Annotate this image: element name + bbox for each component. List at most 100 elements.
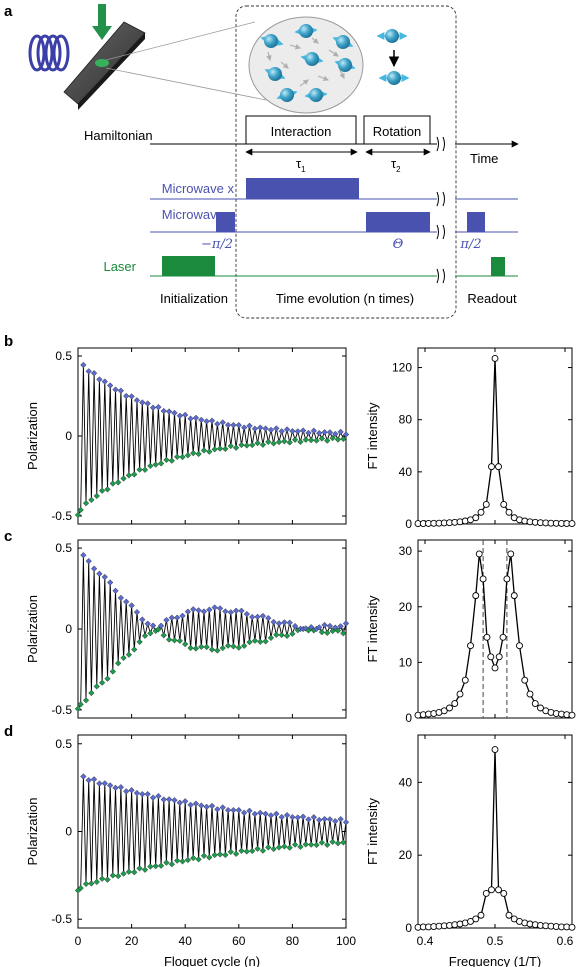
data-point <box>144 791 151 798</box>
data-point <box>310 814 317 821</box>
data-point <box>233 850 240 857</box>
x-axis-label: Frequency (1/T) <box>449 954 541 967</box>
ft-line <box>417 358 573 525</box>
data-point <box>329 838 336 845</box>
data-point <box>149 622 157 629</box>
data-point <box>144 620 151 627</box>
data-point <box>568 923 576 931</box>
data-point <box>246 422 253 429</box>
data-point <box>278 631 285 639</box>
data-point <box>96 570 103 577</box>
data-point <box>157 622 165 629</box>
data-point <box>99 679 106 686</box>
data-point <box>334 627 342 634</box>
data-point <box>203 643 210 651</box>
data-point <box>233 607 240 614</box>
zoom-line-bottom <box>105 67 267 101</box>
data-point <box>107 382 114 389</box>
data-point <box>267 634 275 641</box>
x-tick-label: 60 <box>232 934 246 948</box>
data-point <box>96 376 103 383</box>
data-point <box>251 810 258 818</box>
data-point <box>136 466 143 473</box>
data-point <box>80 361 87 369</box>
data-point <box>131 646 138 653</box>
data-point <box>475 550 483 558</box>
data-point <box>281 619 288 626</box>
data-point <box>214 806 221 813</box>
chart-d-polarization: 0.50-0.50 20 40 60 80 100PolarizationFloquet … <box>25 734 356 967</box>
data-point <box>90 776 98 783</box>
data-point <box>500 500 508 508</box>
ft-line <box>417 749 573 928</box>
data-point <box>491 354 499 362</box>
y-tick-label: -0.5 <box>51 509 72 523</box>
data-point <box>125 651 133 658</box>
data-point <box>131 869 138 876</box>
data-point <box>305 816 312 823</box>
data-point <box>176 412 183 419</box>
data-point <box>227 848 234 855</box>
data-point <box>192 800 200 807</box>
data-point <box>184 608 191 615</box>
x-tick-label: 100 <box>336 934 356 948</box>
data-point <box>208 646 216 653</box>
data-point <box>149 404 157 411</box>
panel-label-a: a <box>4 3 13 20</box>
panel-label-c: c <box>4 528 12 545</box>
x-tick-label: 0.4 <box>417 934 434 948</box>
data-point <box>174 453 181 460</box>
data-point <box>326 429 334 436</box>
data-point <box>316 816 323 824</box>
data-point <box>182 411 189 419</box>
data-point <box>104 486 111 493</box>
data-point <box>133 789 141 797</box>
data-point <box>182 798 189 805</box>
data-point <box>208 802 216 810</box>
data-point <box>115 479 122 486</box>
data-point <box>93 492 100 500</box>
interaction-box <box>245 115 357 145</box>
data-point <box>302 436 309 443</box>
data-point <box>270 440 277 447</box>
spin-rotation-icon <box>376 29 410 85</box>
data-point <box>313 841 320 849</box>
y-tick-label: 0 <box>65 429 72 443</box>
data-point <box>267 426 275 434</box>
data-point <box>90 565 98 572</box>
interaction-label: Interaction <box>271 124 332 139</box>
data-point <box>488 463 495 471</box>
data-point <box>82 880 90 888</box>
data-point <box>139 616 146 623</box>
data-point <box>281 843 288 850</box>
data-point <box>107 782 114 789</box>
data-point <box>265 844 272 851</box>
data-point <box>85 777 92 784</box>
data-point <box>265 615 272 622</box>
data-point <box>329 434 336 442</box>
data-point <box>297 438 304 445</box>
data-point <box>187 644 194 652</box>
polarization-line <box>77 555 347 710</box>
data-point <box>291 622 299 630</box>
x-tick-label: 0 <box>75 934 82 948</box>
data-point <box>157 460 165 467</box>
data-point <box>104 675 111 682</box>
data-point <box>190 854 197 862</box>
data-point <box>109 480 116 487</box>
data-point <box>96 780 103 787</box>
time-label: Time <box>470 151 498 166</box>
y-tick-label: 0.5 <box>55 349 72 363</box>
data-point <box>104 876 111 883</box>
data-point <box>318 839 325 846</box>
y-axis-label: Polarization <box>25 402 40 470</box>
microwave-y-minus-pi-half-pulse <box>216 212 235 232</box>
data-point <box>337 428 344 435</box>
data-point <box>128 393 135 400</box>
data-point <box>568 711 576 719</box>
data-point <box>227 442 234 450</box>
data-point <box>340 630 347 637</box>
data-point <box>216 445 224 452</box>
data-point <box>456 690 464 698</box>
zoom-line-top <box>105 21 256 61</box>
